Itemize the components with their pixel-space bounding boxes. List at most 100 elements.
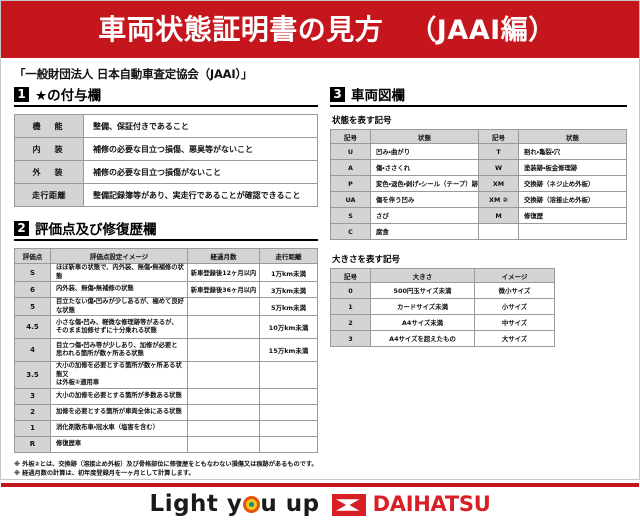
table-row: U 凹み・曲がり T 割れ・亀裂・穴 <box>330 143 627 160</box>
condition-left: さび <box>370 207 479 224</box>
table-header-row: 評価点 評価点設定イメージ 経過月数 走行距離 <box>14 248 318 264</box>
table-row: 0 500円玉サイズ未満 微小サイズ <box>330 282 555 299</box>
symbol-left: UA <box>330 191 371 208</box>
table-row: 外 装 補修の必要な目立つ損傷がないこと <box>14 160 318 184</box>
eval-months: 新車登録後36ヶ月以内 <box>187 281 260 298</box>
table-row: 4 目立つ傷・凹み等が少しあり、加修が必要と 思われる箇所が数ヶ所ある状態 15… <box>14 338 318 362</box>
table-header-row: 記号 大きさ イメージ <box>330 268 555 283</box>
eval-description: ほぼ新車の状態で、内外装、無傷・無補修の状態 <box>50 263 188 282</box>
section-3-title: 車両図欄 <box>351 88 405 104</box>
table-row: 3.5 大小の加修を必要とする箇所が数ヶ所ある状態又 は外板②適用車 <box>14 361 318 389</box>
tagline-part-2: u up <box>260 491 320 518</box>
symbol-right: M <box>478 207 519 224</box>
eval-score: 5 <box>14 297 51 316</box>
table-row: 2 加修を必要とする箇所が車両全体にある状態 <box>14 403 318 421</box>
eval-distance: 5万km未満 <box>259 297 318 316</box>
footnotes: ※ 外板②とは、交換跡（溶接止め外板）及び骨格部位に修復歴をともなわない損傷又は… <box>14 460 318 479</box>
eval-score: 4 <box>14 338 51 362</box>
star-grant-table: 機 能 整備、保証付きであること 内 装 補修の必要な目立つ損傷、悪臭等がないこ… <box>14 114 318 207</box>
eval-description: 小さな傷・凹み、軽微な修理跡等があるが、 そのまま加修せずに十分乗れる状態 <box>50 315 188 339</box>
brand-lockup: DAIHATSU <box>331 493 491 516</box>
column-header-description: 評価点設定イメージ <box>50 248 188 264</box>
table-row: 1 消化剤散布車・冠水車（塩害を含む） <box>14 419 318 437</box>
table-row: R 修復歴車 <box>14 435 318 453</box>
condition-left: 凹み・曲がり <box>370 143 479 160</box>
symbol-right: XM <box>478 175 519 192</box>
star-row-value: 整備、保証付きであること <box>83 114 318 138</box>
tagline-part-1: Light y <box>149 491 243 518</box>
column-header-distance: 走行距離 <box>259 248 318 264</box>
table-row: 機 能 整備、保証付きであること <box>14 114 318 138</box>
condition-left: 傷を伴う凹み <box>370 191 479 208</box>
size-image: 大サイズ <box>474 330 555 347</box>
table-row: A 傷・ささくれ W 塗装跡・板金修理跡 <box>330 159 627 176</box>
condition-left: 変色・退色・剥げ・シール（テープ）跡 <box>370 175 479 192</box>
section-3-heading: 3 車両図欄 <box>330 84 627 107</box>
eval-score: 3.5 <box>14 361 51 389</box>
section-3-number: 3 <box>330 86 345 102</box>
size-symbol: 2 <box>330 314 371 331</box>
table-row: 3 大小の加修を必要とする箇所が多数ある状態 <box>14 387 318 405</box>
eval-score: 2 <box>14 403 51 421</box>
eval-score: S <box>14 263 51 282</box>
eval-distance <box>259 435 318 453</box>
table-row: S さび M 修復歴 <box>330 207 627 224</box>
column-header-symbol-left: 記号 <box>330 129 371 144</box>
symbol-left: C <box>330 223 371 240</box>
condition-symbols-heading: 状態を表す記号 <box>332 116 392 126</box>
eval-description: 修復歴車 <box>50 435 188 453</box>
table-row: 6 内外装、無傷・無補修の状態 新車登録後36ヶ月以内 3万km未満 <box>14 281 318 298</box>
table-row: 5 目立たない傷・凹みが少しあるが、極めて良好な状態 5万km未満 <box>14 297 318 316</box>
column-header-condition-left: 状態 <box>370 129 479 144</box>
size-image: 小サイズ <box>474 298 555 315</box>
eval-description: 消化剤散布車・冠水車（塩害を含む） <box>50 419 188 437</box>
size-symbol: 1 <box>330 298 371 315</box>
table-header-row: 記号 状態 記号 状態 <box>330 129 627 144</box>
eval-distance <box>259 361 318 389</box>
table-row: 内 装 補修の必要な目立つ損傷、悪臭等がないこと <box>14 137 318 161</box>
left-column: 1 ★の付与欄 機 能 整備、保証付きであること 内 装 補修の必要な目立つ損傷… <box>14 84 318 479</box>
eval-distance: 10万km未満 <box>259 315 318 339</box>
eval-months <box>187 297 260 316</box>
eval-description: 大小の加修を必要とする箇所が数ヶ所ある状態又 は外板②適用車 <box>50 361 188 389</box>
column-header-months: 経過月数 <box>187 248 260 264</box>
eval-distance <box>259 419 318 437</box>
size-value: 500円玉サイズ未満 <box>370 282 475 299</box>
spacer <box>14 207 318 218</box>
condition-left: 傷・ささくれ <box>370 159 479 176</box>
table-row: C 腐食 <box>330 223 627 240</box>
eval-description: 加修を必要とする箇所が車両全体にある状態 <box>50 403 188 421</box>
table-row: UA 傷を伴う凹み XM ② 交換跡（溶接止め外板） <box>330 191 627 208</box>
symbol-left: U <box>330 143 371 160</box>
organization-subtitle: 「一般財団法人 日本自動車査定協会（JAAI）」 <box>14 67 253 81</box>
eval-distance: 3万km未満 <box>259 281 318 298</box>
size-value: A4サイズを超えたもの <box>370 330 475 347</box>
eval-score: 1 <box>14 419 51 437</box>
star-row-key: 外 装 <box>14 160 84 184</box>
footer: Light y u up DAIHATSU <box>1 486 639 523</box>
eval-score: R <box>14 435 51 453</box>
eval-months <box>187 435 260 453</box>
eval-months <box>187 338 260 362</box>
eval-months <box>187 419 260 437</box>
footnote-line: ※ 外板②とは、交換跡（溶接止め外板）及び骨格部位に修復歴をともなわない損傷又は… <box>14 460 318 468</box>
condition-right: 塗装跡・板金修理跡 <box>518 159 627 176</box>
eval-months <box>187 315 260 339</box>
section-2-title: 評価点及び修復歴欄 <box>35 222 157 238</box>
section-1-heading: 1 ★の付与欄 <box>14 84 318 107</box>
ring-o-icon <box>242 496 260 514</box>
daihatsu-logo-icon <box>331 493 366 516</box>
eval-description: 内外装、無傷・無補修の状態 <box>50 281 188 298</box>
footnote-line: ※ 経過月数の計算は、初年度登録月を一ヶ月として計算します。 <box>14 470 195 478</box>
eval-distance: 1万km未満 <box>259 263 318 282</box>
star-row-value: 整備記録簿等があり、実走行であることが確認できること <box>83 183 318 207</box>
symbol-right: W <box>478 159 519 176</box>
size-value: カードサイズ未満 <box>370 298 475 315</box>
column-header-size-symbol: 記号 <box>330 268 371 283</box>
column-header-symbol-right: 記号 <box>478 129 519 144</box>
eval-months <box>187 403 260 421</box>
evaluation-table: 評価点 評価点設定イメージ 経過月数 走行距離 S ほぼ新車の状態で、内外装、無… <box>14 248 318 453</box>
condition-right: 修復歴 <box>518 207 627 224</box>
size-image: 微小サイズ <box>474 282 555 299</box>
eval-description: 目立つ傷・凹み等が少しあり、加修が必要と 思われる箇所が数ヶ所ある状態 <box>50 338 188 362</box>
